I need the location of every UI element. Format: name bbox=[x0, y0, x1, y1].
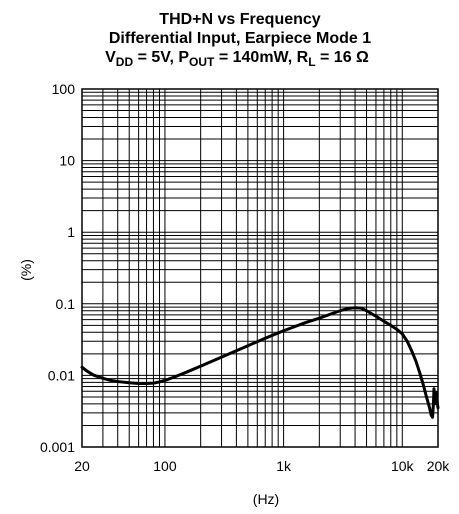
x-tick-labels: 20 100 1k 10k 20k bbox=[74, 458, 450, 474]
x-tick-label: 100 bbox=[153, 458, 177, 474]
chart-title-line-1: THD+N vs Frequency bbox=[159, 11, 320, 28]
x-tick-label: 1k bbox=[276, 458, 292, 474]
y-tick-label: 0.01 bbox=[48, 367, 75, 383]
chart-title-line-2: Differential Input, Earpiece Mode 1 bbox=[109, 30, 371, 47]
vdd-symbol: V bbox=[105, 49, 116, 66]
y-tick-labels: 100 10 1 0.1 0.01 0.001 bbox=[40, 81, 75, 455]
x-tick-label: 10k bbox=[391, 458, 415, 474]
x-tick-label: 20k bbox=[427, 458, 451, 474]
y-tick-label: 10 bbox=[59, 153, 75, 169]
y-tick-label: 100 bbox=[52, 81, 76, 97]
pout-symbol: P bbox=[178, 49, 189, 66]
thd-n-series-line bbox=[80, 306, 440, 419]
y-tick-label: 1 bbox=[67, 224, 75, 240]
series-layer bbox=[80, 306, 440, 419]
y-tick-label: 0.001 bbox=[40, 439, 75, 455]
y-axis-label: (%) bbox=[18, 259, 34, 281]
vdd-value: = 5V, bbox=[133, 49, 178, 66]
plot-frame bbox=[81, 88, 439, 448]
y-tick-label: 0.1 bbox=[56, 296, 76, 312]
x-tick-label: 20 bbox=[74, 458, 90, 474]
rl-symbol: R bbox=[297, 49, 309, 66]
vdd-subscript: DD bbox=[116, 55, 134, 69]
x-axis-label: (Hz) bbox=[253, 491, 279, 507]
pout-subscript: OUT bbox=[189, 55, 215, 69]
rl-subscript: L bbox=[308, 55, 315, 69]
chart-title-line-3: VDD = 5V, POUT = 140mW, RL = 16 Ω bbox=[105, 49, 369, 69]
rl-value: = 16 Ω bbox=[316, 49, 369, 66]
pout-value: = 140mW, bbox=[214, 49, 296, 66]
plot-grid bbox=[81, 88, 439, 448]
